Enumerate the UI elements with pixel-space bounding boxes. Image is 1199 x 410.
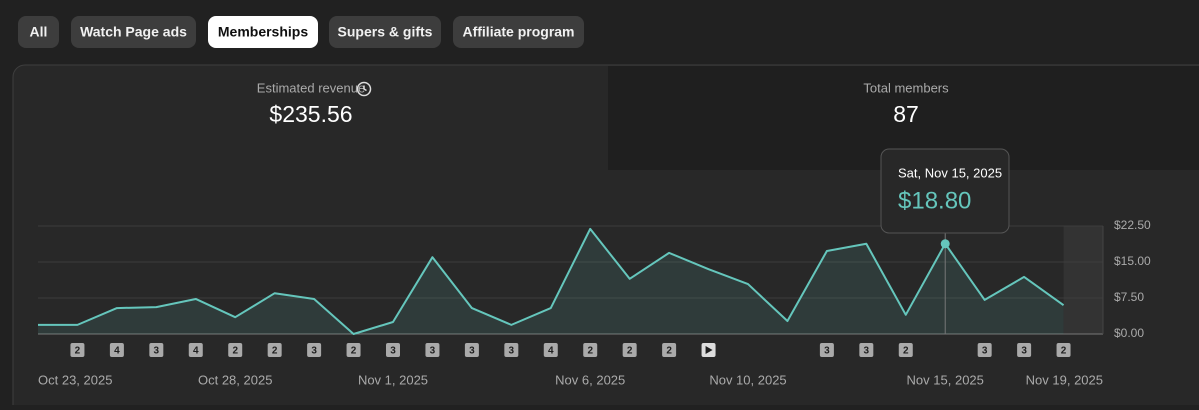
area xyxy=(38,228,1064,334)
badge[interactable] xyxy=(267,343,282,357)
badge-label: 4 xyxy=(548,346,554,357)
x-tick-label: Oct 28, 2025 xyxy=(198,372,272,387)
badge[interactable] xyxy=(188,343,203,357)
badge-label: 3 xyxy=(430,346,436,357)
future-shade xyxy=(1063,226,1103,334)
tab[interactable] xyxy=(329,16,441,48)
badge-label: 2 xyxy=(232,346,238,357)
clock-icon xyxy=(356,81,372,97)
badge[interactable] xyxy=(1056,343,1071,357)
badge-label: 3 xyxy=(864,346,870,357)
x-tick-label: Nov 10, 2025 xyxy=(709,372,786,387)
badge[interactable] xyxy=(504,343,519,357)
badge-label: 3 xyxy=(469,346,475,357)
y-tick-label: $7.50 xyxy=(1114,290,1144,304)
x-tick-label: Nov 15, 2025 xyxy=(907,372,984,387)
card-title: Total members xyxy=(863,80,949,95)
tab[interactable] xyxy=(208,16,318,48)
badge-label: 3 xyxy=(509,346,515,357)
badge-label: 3 xyxy=(311,346,317,357)
badge[interactable] xyxy=(1017,343,1032,357)
play-icon xyxy=(705,346,713,354)
tab-label: Affiliate program xyxy=(462,24,574,40)
badge-label: 2 xyxy=(272,346,278,357)
tab-label: Supers & gifts xyxy=(338,24,433,40)
tooltip xyxy=(880,148,1010,234)
badge-label: 2 xyxy=(351,346,357,357)
badge[interactable] xyxy=(898,343,913,357)
badge[interactable] xyxy=(859,343,874,357)
badge[interactable] xyxy=(662,343,677,357)
badge[interactable] xyxy=(307,343,322,357)
badge[interactable] xyxy=(149,343,164,357)
badge-label: 3 xyxy=(390,346,396,357)
badge-label: 3 xyxy=(154,346,160,357)
badge[interactable] xyxy=(583,343,598,357)
tab-label: All xyxy=(30,24,48,40)
x-tick-label: Oct 23, 2025 xyxy=(38,372,112,387)
y-tick-label: $22.50 xyxy=(1114,218,1151,232)
badge[interactable] xyxy=(819,343,834,357)
badge[interactable] xyxy=(228,343,243,357)
badge[interactable] xyxy=(622,343,637,357)
badge-label: 2 xyxy=(587,346,593,357)
hover-dot xyxy=(940,239,950,249)
badge-label: 2 xyxy=(627,346,633,357)
x-tick-label: Nov 19, 2025 xyxy=(1026,372,1103,387)
badge-label: 4 xyxy=(193,346,199,357)
line xyxy=(38,227,1065,335)
tab-label: Memberships xyxy=(218,24,308,40)
badge-label: 2 xyxy=(903,346,909,357)
badge[interactable] xyxy=(543,343,558,357)
tab[interactable] xyxy=(453,16,584,48)
badge-label: 2 xyxy=(1061,346,1067,357)
badge-label: 4 xyxy=(114,346,120,357)
tab[interactable] xyxy=(71,16,196,48)
card-value: 87 xyxy=(893,101,919,127)
badge[interactable] xyxy=(346,343,361,357)
badge[interactable] xyxy=(425,343,440,357)
card-title: Estimated revenue xyxy=(257,80,365,95)
badge-label: 2 xyxy=(75,346,81,357)
tooltip-value: $18.80 xyxy=(898,187,971,214)
badge[interactable] xyxy=(70,343,85,357)
y-tick-label: $0.00 xyxy=(1114,326,1144,340)
badge-label: 3 xyxy=(824,346,830,357)
badge[interactable] xyxy=(109,343,124,357)
tab-label: Watch Page ads xyxy=(80,24,187,40)
badge[interactable] xyxy=(386,343,400,357)
x-tick-label: Nov 1, 2025 xyxy=(358,372,428,387)
badge-label: 2 xyxy=(666,346,672,357)
y-tick-label: $15.00 xyxy=(1114,254,1151,268)
badge-label: 3 xyxy=(1021,346,1027,357)
badge[interactable] xyxy=(464,343,479,357)
badge-label: 3 xyxy=(982,346,988,357)
badge[interactable] xyxy=(977,343,992,357)
card-value: $235.56 xyxy=(269,101,352,127)
x-tick-label: Nov 6, 2025 xyxy=(555,372,625,387)
tab[interactable] xyxy=(18,16,59,48)
tooltip-date: Sat, Nov 15, 2025 xyxy=(898,165,1002,180)
